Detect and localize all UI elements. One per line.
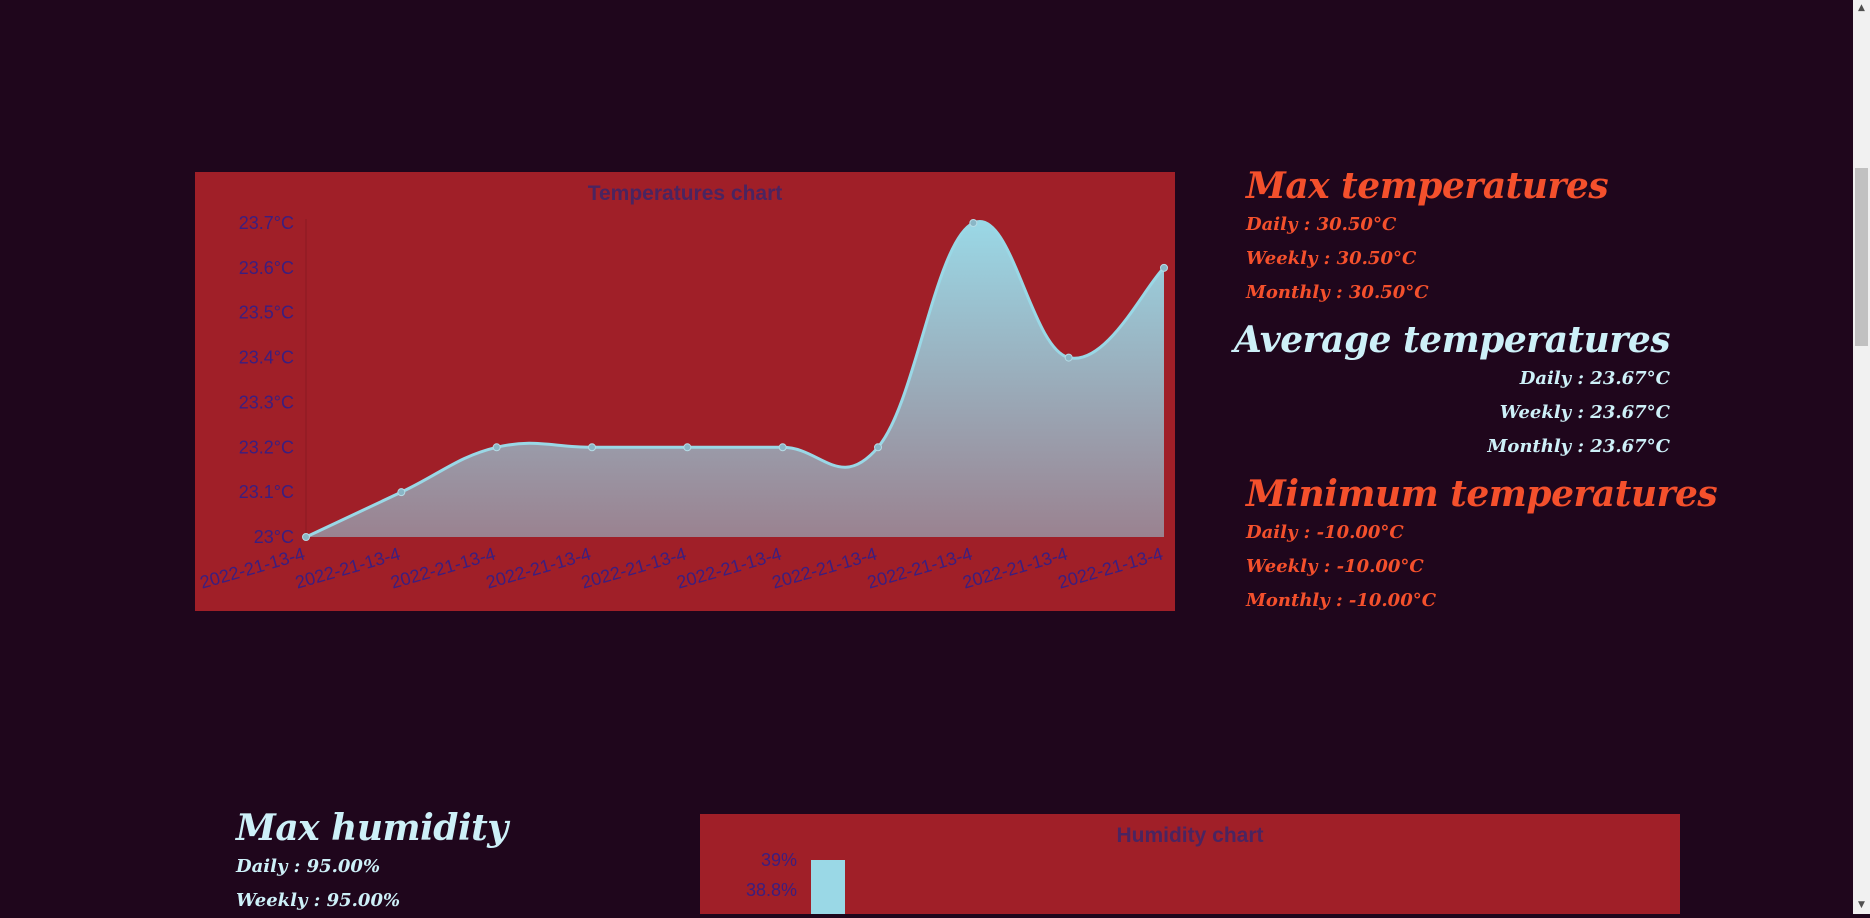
minimum-temperatures-weekly: Weekly : -10.00°C [1246, 556, 1424, 577]
minimum-temperatures-monthly: Monthly : -10.00°C [1246, 590, 1437, 611]
x-tick-label: 2022-21-13-4 [1056, 544, 1165, 593]
humidity-y-tick-label: 38.8% [746, 880, 797, 900]
temperature-data-point[interactable] [874, 443, 882, 452]
x-tick-label: 2022-21-13-4 [484, 544, 593, 593]
average-temperatures-panel: Average temperatures Daily : 23.67°C Wee… [1233, 318, 1671, 464]
y-tick-label: 23°C [254, 527, 294, 547]
average-temperatures-weekly: Weekly : 23.67°C [1499, 402, 1670, 423]
y-tick-label: 23.6°C [239, 258, 294, 278]
average-temperatures-title: Average temperatures [1233, 319, 1671, 361]
average-temperatures-monthly: Monthly : 23.67°C [1487, 436, 1670, 457]
temperature-data-point[interactable] [683, 443, 692, 452]
scroll-up-arrow-icon[interactable]: ▲ [1858, 3, 1865, 13]
scrollbar-thumb[interactable] [1855, 168, 1868, 346]
x-tick-label: 2022-21-13-4 [770, 544, 879, 593]
humidity-chart-plot: 39% 38.8% [746, 850, 845, 914]
average-temperatures-daily: Daily : 23.67°C [1519, 368, 1670, 389]
y-tick-label: 23.4°C [239, 348, 294, 368]
x-tick-label: 2022-21-13-4 [960, 544, 1069, 593]
temperature-data-point[interactable] [302, 533, 310, 541]
temperature-chart-title: Temperatures chart [587, 182, 783, 205]
humidity-chart: Humidity chart 39% 38.8% [700, 814, 1680, 914]
max-humidity-panel: Max humidity Daily : 95.00% Weekly : 95.… [236, 806, 508, 918]
temperature-data-point[interactable] [778, 443, 787, 452]
humidity-bar[interactable] [811, 860, 845, 914]
x-tick-label: 2022-21-13-4 [674, 544, 783, 593]
humidity-chart-title: Humidity chart [1116, 824, 1264, 847]
x-tick-label: 2022-21-13-4 [579, 544, 688, 593]
y-tick-label: 23.1°C [239, 482, 294, 502]
temperature-data-point[interactable] [397, 488, 406, 497]
max-temperatures-weekly: Weekly : 30.50°C [1246, 248, 1417, 269]
y-tick-label: 23.7°C [239, 213, 294, 233]
max-temperatures-panel: Max temperatures Daily : 30.50°C Weekly … [1246, 164, 1609, 310]
humidity-y-tick-label: 39% [761, 850, 797, 870]
x-tick-label: 2022-21-13-4 [865, 544, 974, 593]
temperature-data-point[interactable] [1064, 353, 1073, 362]
temperature-data-point[interactable] [588, 443, 596, 452]
max-humidity-daily: Daily : 95.00% [236, 856, 381, 877]
max-humidity-title: Max humidity [236, 807, 508, 849]
temperature-data-point[interactable] [1160, 263, 1168, 272]
max-temperatures-daily: Daily : 30.50°C [1246, 214, 1397, 235]
x-tick-label: 2022-21-13-4 [198, 544, 307, 593]
minimum-temperatures-daily: Daily : -10.00°C [1246, 522, 1404, 543]
temperature-chart: Temperatures chart 23°C 23.1°C 23.2°C 23.3°… [195, 172, 1175, 611]
x-tick-label: 2022-21-13-4 [388, 544, 497, 593]
x-tick-label: 2022-21-13-4 [293, 544, 402, 593]
max-temperatures-title: Max temperatures [1246, 165, 1609, 207]
temperature-area-fill [306, 221, 1164, 537]
temperature-data-point[interactable] [969, 219, 978, 227]
y-tick-label: 23.5°C [239, 303, 294, 323]
y-tick-label: 23.2°C [239, 437, 294, 457]
temperature-data-point[interactable] [492, 443, 501, 452]
page-scrollbar[interactable]: ▲ ▼ [1853, 0, 1870, 914]
minimum-temperatures-panel: Minimum temperatures Daily : -10.00°C We… [1246, 472, 1718, 618]
scroll-down-arrow-icon[interactable]: ▼ [1858, 900, 1865, 910]
max-humidity-weekly: Weekly : 95.00% [236, 890, 401, 911]
y-tick-label: 23.3°C [239, 392, 294, 412]
minimum-temperatures-title: Minimum temperatures [1246, 473, 1718, 515]
temperature-series-line [305, 219, 1166, 539]
max-temperatures-monthly: Monthly : 30.50°C [1246, 282, 1429, 303]
temperature-chart-plot: 23°C 23.1°C 23.2°C 23.3°C 23.4°C 23.5°C 23.6°C… [198, 213, 1168, 593]
